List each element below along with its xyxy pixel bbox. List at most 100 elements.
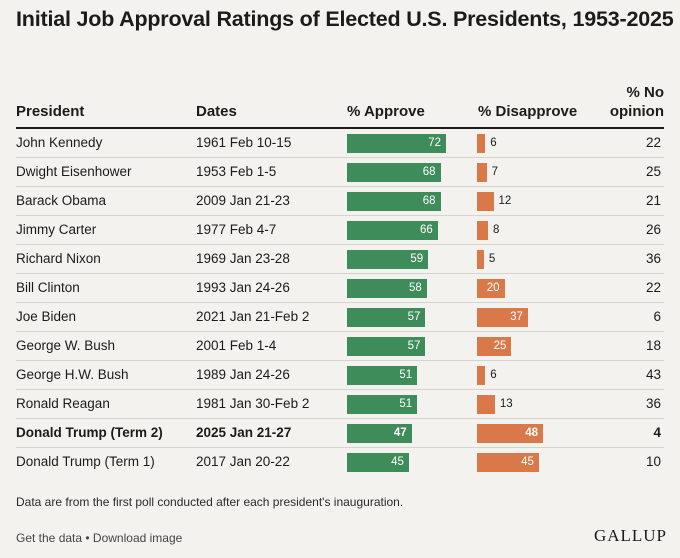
no-opinion-value: 26 <box>645 222 661 237</box>
row-divider <box>16 389 664 390</box>
gallup-logo: GALLUP <box>593 526 667 545</box>
table-row: John Kennedy 1961 Feb 10-15 72 6 22 <box>16 129 664 158</box>
president-name: John Kennedy <box>16 135 103 150</box>
disapprove-bar <box>477 279 505 298</box>
disapprove-value: 5 <box>488 253 496 265</box>
disapprove-value: 45 <box>521 456 534 468</box>
disapprove-bar <box>477 453 539 472</box>
president-name: Ronald Reagan <box>16 396 110 411</box>
disapprove-bar <box>477 395 495 414</box>
table-row: George W. Bush 2001 Feb 1-4 57 25 18 <box>16 332 664 361</box>
approve-bar <box>347 279 427 298</box>
table-row: Jimmy Carter 1977 Feb 4-7 66 8 26 <box>16 216 664 245</box>
no-opinion-value: 22 <box>645 135 661 150</box>
header-no-opinion: % No opinion <box>609 84 664 120</box>
poll-dates: 1993 Jan 24-26 <box>196 280 290 295</box>
link-separator: • <box>82 531 93 545</box>
disapprove-value: 7 <box>491 166 499 178</box>
table-row: Joe Biden 2021 Jan 21-Feb 2 57 37 6 <box>16 303 664 332</box>
download-image-link[interactable]: Download image <box>92 531 183 545</box>
approve-value: 68 <box>422 195 436 207</box>
header-disapprove: % Disapprove <box>478 103 578 120</box>
approve-value: 58 <box>408 282 422 294</box>
header-approve: % Approve <box>347 103 425 120</box>
row-divider <box>16 418 664 419</box>
no-opinion-value: 22 <box>645 280 661 295</box>
approve-value: 66 <box>419 224 433 236</box>
approve-value: 51 <box>399 369 413 381</box>
poll-dates: 2021 Jan 21-Feb 2 <box>196 309 310 324</box>
poll-dates: 1969 Jan 23-28 <box>196 251 290 266</box>
disapprove-bar <box>477 366 486 385</box>
row-divider <box>16 447 664 448</box>
disapprove-value: 25 <box>493 340 507 352</box>
table-row: Donald Trump (Term 1) 2017 Jan 20-22 45 45 1… <box>16 448 664 477</box>
footer-links: Get the data • Download image <box>16 531 182 545</box>
disapprove-bar <box>477 424 543 443</box>
poll-dates: 2025 Jan 21-27 <box>196 425 292 440</box>
table-row: George H.W. Bush 1989 Jan 24-26 51 6 43 <box>16 361 664 390</box>
approve-bar <box>347 308 426 327</box>
no-opinion-value: 10 <box>645 454 661 469</box>
chart-title: Initial Job Approval Ratings of Elected … <box>16 7 674 31</box>
header-dates: Dates <box>196 103 237 120</box>
table-row: Dwight Eisenhower 1953 Feb 1-5 68 7 25 <box>16 158 664 187</box>
disapprove-value: 13 <box>499 398 513 410</box>
approve-bar <box>347 250 429 269</box>
president-name: Donald Trump (Term 1) <box>16 454 155 469</box>
no-opinion-value: 21 <box>645 193 661 208</box>
disapprove-bar <box>477 337 512 356</box>
no-opinion-value: 25 <box>645 164 661 179</box>
row-divider <box>16 360 664 361</box>
poll-dates: 1953 Feb 1-5 <box>196 164 277 179</box>
approve-bar <box>347 453 409 472</box>
no-opinion-value: 36 <box>645 396 661 411</box>
poll-dates: 1981 Jan 30-Feb 2 <box>196 396 310 411</box>
approve-value: 57 <box>407 311 421 323</box>
get-data-link[interactable]: Get the data <box>16 531 83 545</box>
approve-value: 57 <box>407 340 421 352</box>
disapprove-value: 8 <box>493 224 500 236</box>
disapprove-value: 48 <box>525 427 538 439</box>
approve-bar <box>347 134 446 153</box>
row-divider <box>16 302 664 303</box>
poll-dates: 1977 Feb 4-7 <box>196 222 277 237</box>
no-opinion-value: 36 <box>645 251 661 266</box>
disapprove-bar <box>477 308 528 327</box>
approve-bar <box>347 395 418 414</box>
approve-value: 68 <box>422 166 436 178</box>
president-name: Bill Clinton <box>16 280 80 295</box>
approve-bar <box>347 337 426 356</box>
president-name: Barack Obama <box>16 193 107 208</box>
poll-dates: 2009 Jan 21-23 <box>196 193 290 208</box>
president-name: Dwight Eisenhower <box>16 164 132 179</box>
approve-bar <box>347 192 441 211</box>
no-opinion-value: 6 <box>653 309 661 324</box>
president-name: Richard Nixon <box>16 251 101 266</box>
disapprove-bar <box>477 134 486 153</box>
row-divider <box>16 273 664 274</box>
row-divider <box>16 157 664 158</box>
no-opinion-value: 4 <box>653 425 661 440</box>
row-divider <box>16 331 664 332</box>
disapprove-value: 20 <box>486 282 500 294</box>
president-name: George H.W. Bush <box>16 367 129 382</box>
header-president: President <box>16 103 85 120</box>
table-row: Ronald Reagan 1981 Jan 30-Feb 2 51 13 36 <box>16 390 664 419</box>
footnote: Data are from the first poll conducted a… <box>16 495 404 509</box>
poll-dates: 1989 Jan 24-26 <box>196 367 290 382</box>
row-divider <box>16 186 664 187</box>
approve-bar <box>347 221 438 240</box>
approve-value: 47 <box>393 427 407 439</box>
approve-value: 59 <box>410 253 424 265</box>
approve-bar <box>347 163 441 182</box>
poll-dates: 2001 Feb 1-4 <box>196 338 277 353</box>
approve-value: 72 <box>428 137 441 149</box>
approve-value: 45 <box>391 456 404 468</box>
no-opinion-value: 18 <box>645 338 661 353</box>
disapprove-bar <box>477 192 494 211</box>
disapprove-value: 12 <box>498 195 512 207</box>
header-divider <box>16 127 664 129</box>
disapprove-bar <box>477 250 484 269</box>
president-name: George W. Bush <box>16 338 116 353</box>
